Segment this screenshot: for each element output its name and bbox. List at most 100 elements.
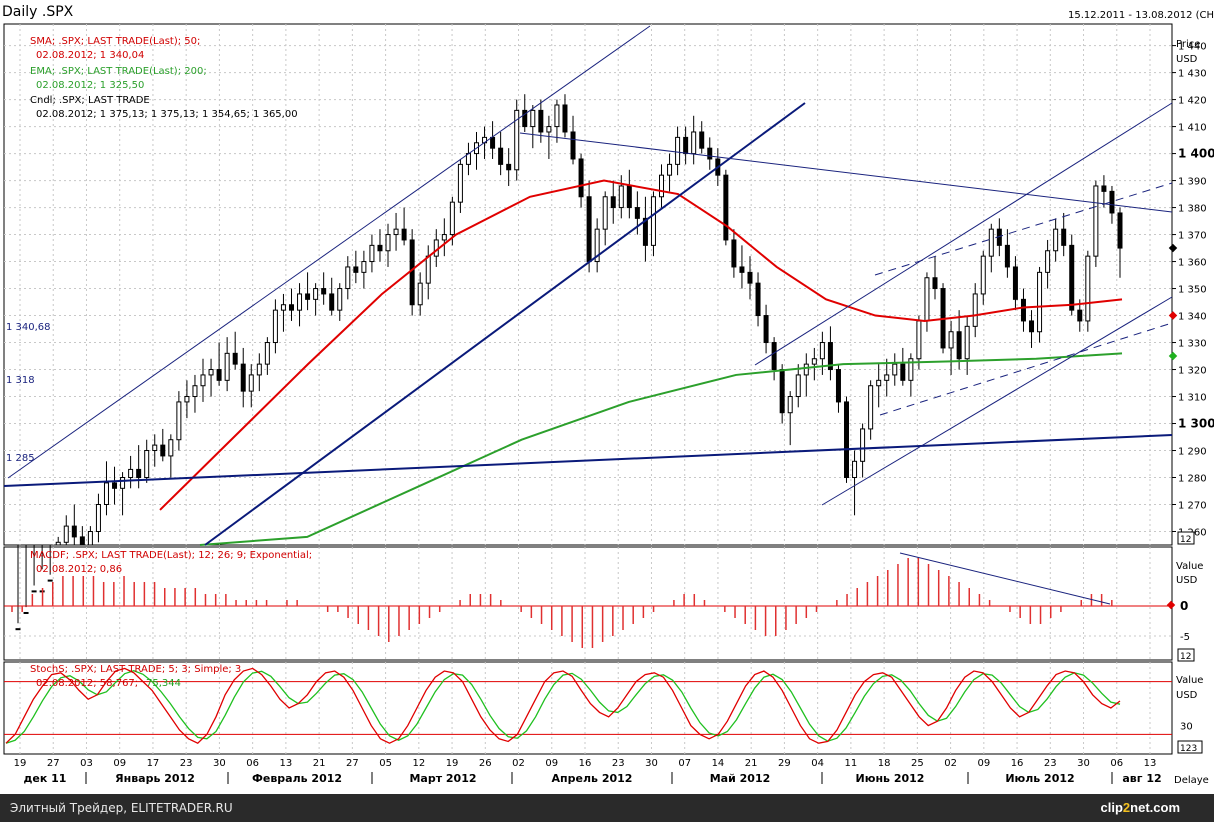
macd-marker <box>1166 600 1176 610</box>
candle-body <box>634 207 640 219</box>
macd-badge-box <box>1177 648 1195 662</box>
candle-body <box>747 271 753 284</box>
candle-body <box>827 342 833 371</box>
dashed-channel-top <box>874 182 1173 276</box>
stoch-signal-line <box>5 670 1121 744</box>
candle-body <box>15 628 21 631</box>
x-day-label: 02 <box>944 758 957 769</box>
price-tick-label: 1 270 <box>1178 501 1207 512</box>
sma-legend: SMA; .SPX; LAST TRADE(Last); 50; <box>30 36 200 47</box>
candle-body <box>972 293 978 327</box>
candle-body <box>787 396 793 414</box>
candle-body <box>1101 185 1107 192</box>
candle-body <box>87 531 93 546</box>
candle-body <box>1004 244 1010 268</box>
level-label-1: 1 340,68 <box>6 322 51 333</box>
candle-body <box>192 385 198 398</box>
candle-body <box>618 185 624 209</box>
stoch-legend-value: 02.08.2012; 58,767; <box>36 678 138 689</box>
stoch-tick: 30 <box>1180 722 1193 733</box>
candle-body <box>120 477 126 489</box>
candle-body <box>876 379 882 387</box>
candle-body <box>586 196 592 263</box>
candle-body <box>546 126 552 133</box>
dashed-channel-bottom <box>879 322 1173 416</box>
sma-marker <box>1168 311 1178 320</box>
candle-body <box>860 428 866 462</box>
x-day-label: 23 <box>612 758 625 769</box>
x-month-label: авг 12 <box>1122 772 1161 785</box>
candle-body <box>795 374 801 398</box>
candle-body <box>514 109 520 171</box>
candle-body <box>264 342 270 365</box>
price-tick-label: 1 420 <box>1178 96 1207 107</box>
candle-body <box>329 293 335 311</box>
chart-title: Daily .SPX <box>2 4 74 20</box>
price-tick-label: 1 290 <box>1178 447 1207 458</box>
price-tick-label: 1 410 <box>1178 123 1207 134</box>
candle-body <box>136 468 142 479</box>
candle-body <box>272 309 278 344</box>
candle-body <box>409 239 415 306</box>
candle-body <box>530 109 536 128</box>
site-caption: Элитный Трейдер, ELITETRADER.RU <box>10 801 233 815</box>
stoch-badge: 123 <box>1180 744 1197 754</box>
level-label-3: 1 285 <box>6 453 35 464</box>
candle-body <box>868 385 874 430</box>
candle-body <box>144 450 150 479</box>
x-day-label: 21 <box>745 758 758 769</box>
candle-body <box>578 158 584 198</box>
currency-label: USD <box>1176 54 1198 65</box>
sma-legend-value: 02.08.2012; 1 340,04 <box>36 50 144 61</box>
macd-legend-value: 02.08.2012; 0,86 <box>36 564 122 575</box>
x-day-label: 29 <box>778 758 791 769</box>
long-support-line <box>3 434 1173 487</box>
candle-body <box>602 196 608 230</box>
price-tick-label: 1 280 <box>1178 474 1207 485</box>
candle-body <box>538 109 544 133</box>
candle-legend: Cndl; .SPX; LAST TRADE <box>30 95 150 106</box>
candle-body <box>1037 271 1043 333</box>
candle-body <box>683 136 689 155</box>
candle-body <box>884 374 890 381</box>
stoch-frame <box>3 661 1173 755</box>
candle-body <box>755 282 761 317</box>
candle-body <box>932 277 938 290</box>
x-day-label: 21 <box>313 758 326 769</box>
candle-body <box>980 255 986 295</box>
candle-body <box>321 288 327 295</box>
macd-badge: 12 <box>1180 652 1191 662</box>
x-month-label: Май 2012 <box>710 772 771 785</box>
x-day-label: 19 <box>446 758 459 769</box>
clip2net-logo: clip2net.com <box>1101 800 1180 815</box>
candle-body <box>570 131 576 160</box>
logo-part-b: 2 <box>1122 800 1131 815</box>
candle-body <box>948 331 954 349</box>
x-day-label: 07 <box>678 758 691 769</box>
candle-body <box>361 261 367 273</box>
price-tick-label: 1 320 <box>1178 366 1207 377</box>
candle-body <box>200 374 206 387</box>
level-label-2: 1 318 <box>6 375 35 386</box>
candle-body <box>23 611 29 614</box>
x-day-label: 30 <box>1077 758 1090 769</box>
candle-body <box>280 304 286 311</box>
candle-body <box>723 174 729 241</box>
candle-body <box>224 352 230 381</box>
candle-body <box>305 293 311 300</box>
price-tick-label: 1 300 <box>1178 417 1214 431</box>
date-range: 15.12.2011 - 13.08.2012 (CHC <box>1068 10 1214 21</box>
price-panel <box>3 25 1173 631</box>
candle-body <box>1077 309 1083 322</box>
footer-bar: Элитный Трейдер, ELITETRADER.RU clip2net… <box>0 794 1214 822</box>
rising-channel-top <box>754 102 1173 366</box>
candle-body <box>297 293 303 311</box>
rising-channel-bottom <box>821 296 1173 506</box>
x-month-label: Март 2012 <box>409 772 476 785</box>
x-day-label: 09 <box>977 758 990 769</box>
ema-200-line <box>199 352 1123 546</box>
candle-body <box>924 277 930 322</box>
candle-body <box>425 255 431 284</box>
candle-body <box>844 401 850 479</box>
x-month-label: дек 11 <box>24 772 67 785</box>
